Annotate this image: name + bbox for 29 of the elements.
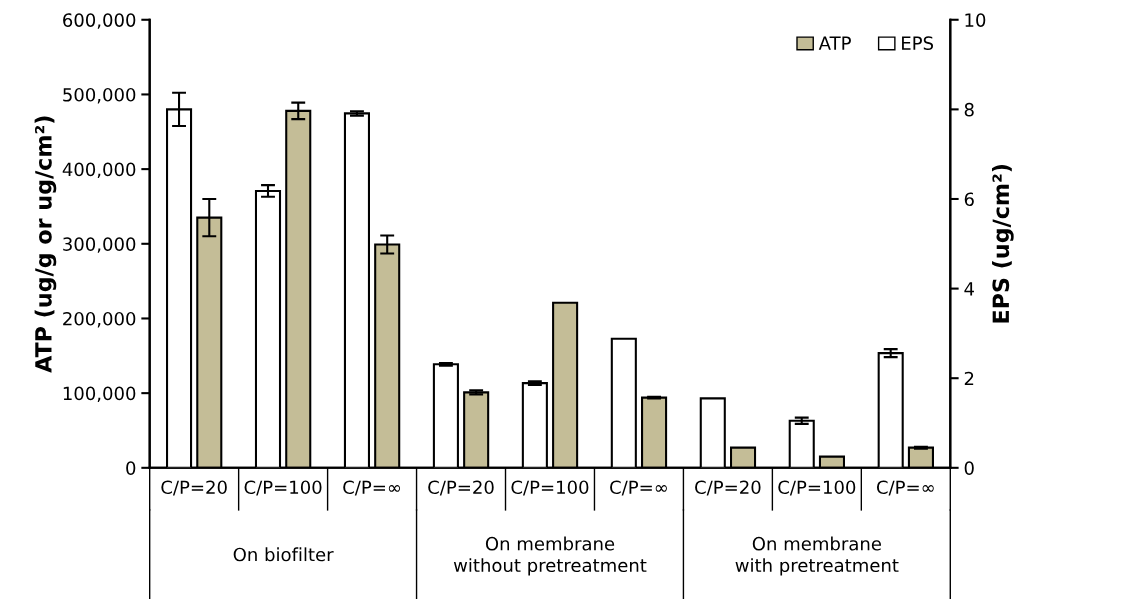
x-tick-label: C/P=∞ (610, 480, 667, 496)
y2-tick-label: 4 (964, 282, 974, 296)
y-tick-label: 200,000 (63, 311, 136, 328)
y2-tick-label: 10 (965, 13, 986, 27)
y2-tick-label: 2 (964, 371, 974, 386)
text: On biofilter (233, 547, 334, 562)
y-tick-label: 100,000 (63, 386, 136, 403)
x-tick-label: C/P=100 (511, 480, 589, 496)
y-tick-label: 400,000 (62, 162, 136, 179)
y-tick-label: 600,000 (63, 13, 136, 29)
x-tick-label: C/P=100 (778, 480, 856, 496)
x-tick-label: C/P=20 (695, 480, 761, 496)
x-tick-label: C/P=20 (161, 480, 227, 496)
y2-axis-title: EPS (ug/cm²) (992, 164, 1014, 323)
y-tick-label: 500,000 (63, 87, 136, 104)
x-tick-label: C/P=100 (244, 480, 322, 496)
x-tick-label: C/P=∞ (876, 480, 934, 496)
x-tick-label: C/P=20 (428, 480, 494, 496)
y-axis-title: ATP (ug/g or ug/cm²) (34, 116, 57, 373)
y-tick-label: 300,000 (63, 237, 136, 253)
legend-label: ATP (818, 36, 851, 50)
text: On membrane without pretreatment (453, 536, 647, 576)
y2-tick-label: 6 (964, 192, 974, 207)
y2-tick-label: 8 (964, 102, 974, 117)
x-tick-label: C/P=∞ (343, 480, 401, 496)
legend-label: EPS (902, 36, 934, 50)
y2-tick-label: 0 (964, 461, 974, 475)
text: On membrane with pretreatment (735, 536, 899, 576)
y-tick-label: 0 (126, 461, 136, 475)
